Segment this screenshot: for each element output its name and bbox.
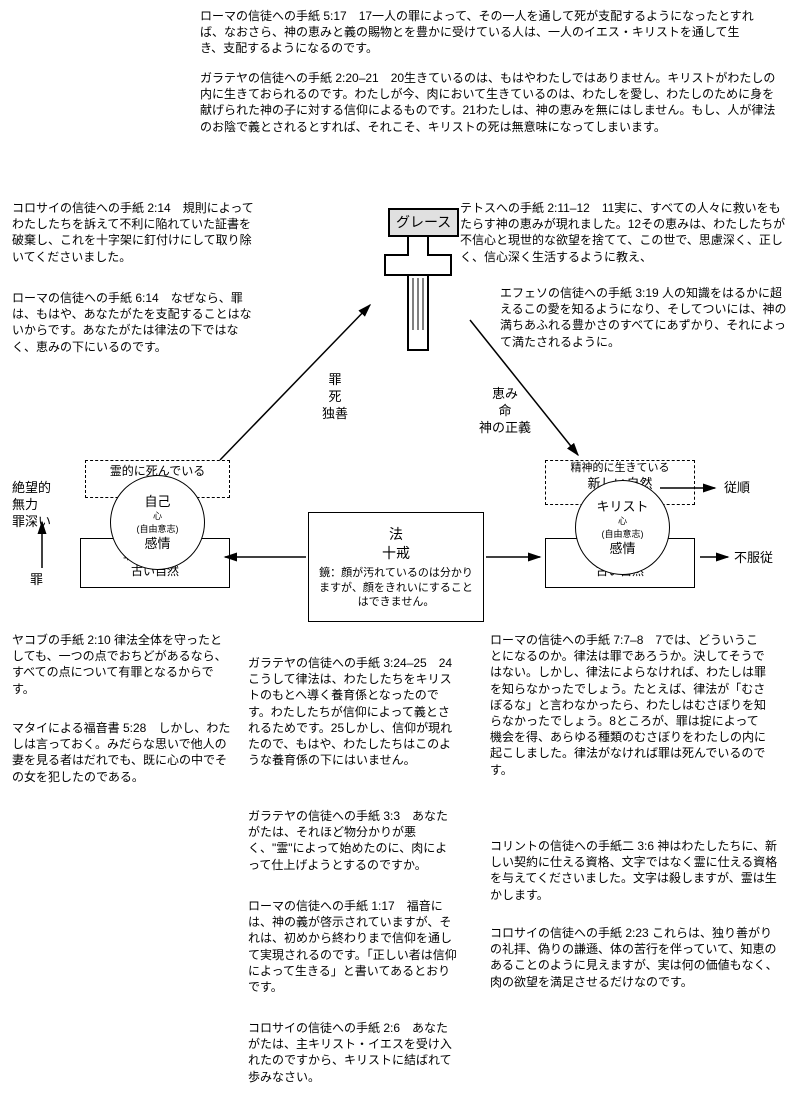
left-path-label-3: 独善 xyxy=(310,406,360,423)
verse-colossians-223: コロサイの信徒への手紙 2:23 これらは、独り善がりの礼拝、偽りの謙遜、体の苦… xyxy=(490,925,780,990)
right-path-label-1: 恵み xyxy=(450,386,560,403)
left-side-labels: 絶望的 無力 罪深い xyxy=(12,480,67,531)
verse-colossians-214: コロサイの信徒への手紙 2:14 規則によってわたしたちを訴えて不利に陥れていた… xyxy=(12,200,262,265)
verse-colossians-26: コロサイの信徒への手紙 2:6 あなたがたは、主キリスト・イエスを受け入れたので… xyxy=(248,1020,458,1085)
right-path-labels: 恵み 命 神の正義 xyxy=(450,386,560,437)
verse-galatians-33: ガラテヤの信徒への手紙 3:3 あなたがたは、それほど物分かりが悪く、"霊"によ… xyxy=(248,808,458,873)
verse-romans-117: ローマの信徒への手紙 1:17 福音には、神の義が啓示されていますが、それは、初… xyxy=(248,898,458,995)
center-law-1: 法 xyxy=(389,525,403,544)
right-circle: キリスト 心 (自由意志) 感情 xyxy=(575,480,670,575)
right-path-label-2: 命 xyxy=(450,403,560,420)
left-path-label-1: 罪 xyxy=(310,372,360,389)
right-side-bottom: 不服従 xyxy=(734,550,773,567)
verse-romans-77: ローマの信徒への手紙 7:7–8 7では、どういうことになるのか。律法は罪であろ… xyxy=(490,632,770,778)
left-diagram: 霊的に死んでいる 自己 心 (自由意志) 感情 罪 肉 古い自然 xyxy=(80,460,240,630)
left-circle-mid: 心 (自由意志) xyxy=(137,510,179,534)
right-path-label-3: 神の正義 xyxy=(450,420,560,437)
verse-ephesians-319: エフェソの信徒への手紙 3:19 人の知識をはるかに超えるこの愛を知るようになり… xyxy=(500,285,790,350)
verse-galatians-324: ガラテヤの信徒への手紙 3:24–25 24こうして律法は、わたしたちをキリスト… xyxy=(248,655,458,768)
left-circle-top: 自己 xyxy=(144,493,170,511)
center-law-box: 法 十戒 鏡：顔が汚れているのは分かりますが、顔をきれいにすることはできません。 xyxy=(308,512,484,622)
center-law-desc: 鏡：顔が汚れているのは分かりますが、顔をきれいにすることはできません。 xyxy=(317,566,475,609)
right-circle-mid: 心 (自由意志) xyxy=(602,515,644,539)
verse-titus-211: テトスへの手紙 2:11–12 11実に、すべての人々に救いをもたらす神の恵みが… xyxy=(460,200,790,265)
verse-2cor-36: コリントの信徒への手紙二 3:6 神はわたしたちに、新しい契約に仕える資格、文字… xyxy=(490,838,780,903)
verse-james-210: ヤコブの手紙 2:10 律法全体を守ったとしても、一つの点でおちどがあるなら、す… xyxy=(12,632,232,697)
grace-label-box: グレース xyxy=(388,208,459,237)
right-side-top: 従順 xyxy=(724,480,750,497)
right-circle-bottom: 感情 xyxy=(609,540,635,558)
right-diagram: 精神的に生きている 新しい自然 キリスト 心 (自由意志) 感情 肉 罪 古い自… xyxy=(545,460,715,630)
left-path-labels: 罪 死 独善 xyxy=(310,372,360,423)
right-dashed-label: 精神的に生きている xyxy=(546,462,694,476)
center-law-2: 十戒 xyxy=(382,544,410,563)
grace-label: グレース xyxy=(396,214,451,230)
verse-romans-614: ローマの信徒への手紙 6:14 なぜなら、罪は、もはや、あなたがたを支配すること… xyxy=(12,290,262,355)
left-arrow-sin-label: 罪 xyxy=(30,572,43,589)
left-side-1: 絶望的 xyxy=(12,480,67,497)
verse-matthew-528: マタイによる福音書 5:28 しかし、わたしは言っておく。みだらな思いで他人の妻… xyxy=(12,720,232,785)
right-circle-top: キリスト xyxy=(596,498,648,516)
left-path-label-2: 死 xyxy=(310,389,360,406)
verse-galatians-220: ガラテヤの信徒への手紙 2:20–21 20生きているのは、もはやわたしではあり… xyxy=(200,70,780,135)
left-side-2: 無力 xyxy=(12,497,67,514)
left-circle-bottom: 感情 xyxy=(144,535,170,553)
left-circle: 自己 心 (自由意志) 感情 xyxy=(110,475,205,570)
cross-icon xyxy=(385,235,451,350)
left-side-3: 罪深い xyxy=(12,514,67,531)
verse-romans-517: ローマの信徒への手紙 5:17 17一人の罪によって、その一人を通して死が支配す… xyxy=(200,8,760,57)
